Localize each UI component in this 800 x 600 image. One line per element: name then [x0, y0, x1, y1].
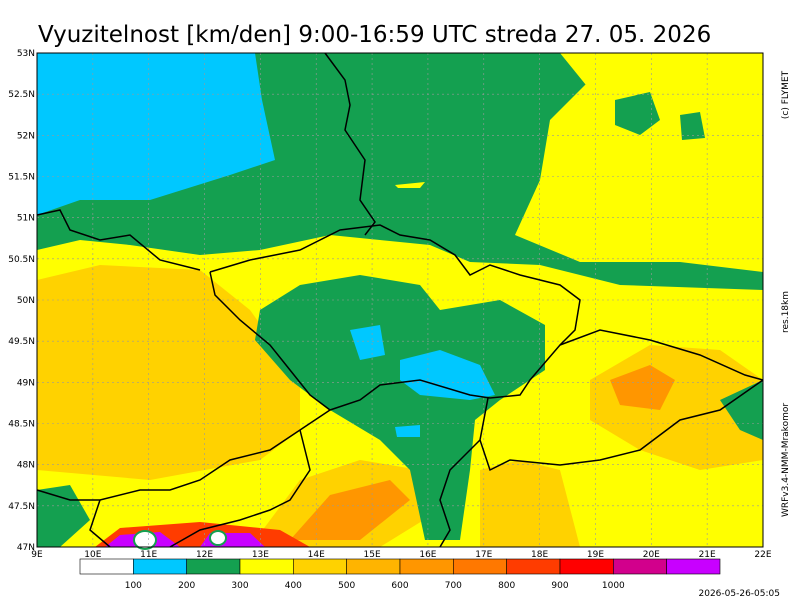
lon-label: 13E [252, 550, 269, 560]
lat-label: 47N [17, 543, 35, 553]
colorbar-swatch [559, 558, 614, 575]
lon-label: 9E [31, 550, 43, 560]
lat-label: 48.5N [8, 420, 35, 430]
model: WRFv3.4-NMM-Mrakomor [781, 403, 791, 517]
borders [36, 52, 764, 548]
colorbar-label: 300 [231, 581, 248, 591]
timestamp: 2026-05-26-05:05 [699, 589, 781, 599]
lon-label: 17E [475, 550, 492, 560]
colorbar-swatch [666, 558, 721, 575]
lon-label: 11E [140, 550, 157, 560]
lon-label: 19E [587, 550, 604, 560]
lon-label: 16E [419, 550, 436, 560]
title: Vyuzitelnost [km/den] 9:00-16:59 UTC str… [38, 22, 711, 48]
colorbar-swatch [453, 558, 507, 575]
colorbar-label: 500 [338, 581, 355, 591]
colorbar-label: 400 [285, 581, 302, 591]
lat-label: 48N [17, 461, 35, 471]
colorbar-swatch [239, 558, 294, 575]
lat-label: 53N [17, 49, 35, 59]
lat-label: 51N [17, 214, 35, 224]
colorbar-swatch [399, 558, 454, 575]
lon-label: 14E [308, 550, 325, 560]
grid [37, 53, 763, 547]
colorbar-label: 1000 [602, 581, 625, 591]
lat-label: 49N [17, 378, 35, 388]
colorbar-label: 900 [551, 581, 568, 591]
lon-label: 15E [364, 550, 381, 560]
lon-label: 20E [643, 550, 660, 560]
lat-label: 52.5N [8, 90, 35, 100]
lon-label: 22E [754, 550, 771, 560]
frame [36, 52, 764, 548]
colorbar-swatch [613, 558, 667, 575]
colorbar: 100 200 300 400 500 600 700 800 900 1000 [79, 558, 721, 591]
colorbar-swatch [186, 558, 241, 575]
lon-label: 18E [531, 550, 548, 560]
colorbar-label: 100 [125, 581, 142, 591]
lat-label: 50N [17, 296, 35, 306]
colorbar-label: 200 [178, 581, 195, 591]
lon-label: 10E [84, 550, 101, 560]
colorbar-swatch [293, 558, 347, 575]
resolution: res.18km [781, 291, 791, 333]
colorbar-swatch [346, 558, 401, 575]
colorbar-swatch [79, 558, 134, 575]
colorbar-label: 700 [445, 581, 462, 591]
lon-label: 12E [196, 550, 213, 560]
lon-label: 21E [699, 550, 716, 560]
lat-label: 49.5N [8, 337, 35, 347]
lat-label: 47.5N [8, 502, 35, 512]
colorbar-swatch [133, 558, 187, 575]
lat-label: 52N [17, 131, 35, 141]
colorbar-label: 800 [498, 581, 515, 591]
lat-label: 50.5N [8, 255, 35, 265]
field [37, 53, 763, 550]
colorbar-label: 600 [391, 581, 408, 591]
lat-label: 51.5N [8, 173, 35, 183]
colorbar-swatch [506, 558, 561, 575]
copyright: (c) FLYMET [781, 70, 791, 119]
